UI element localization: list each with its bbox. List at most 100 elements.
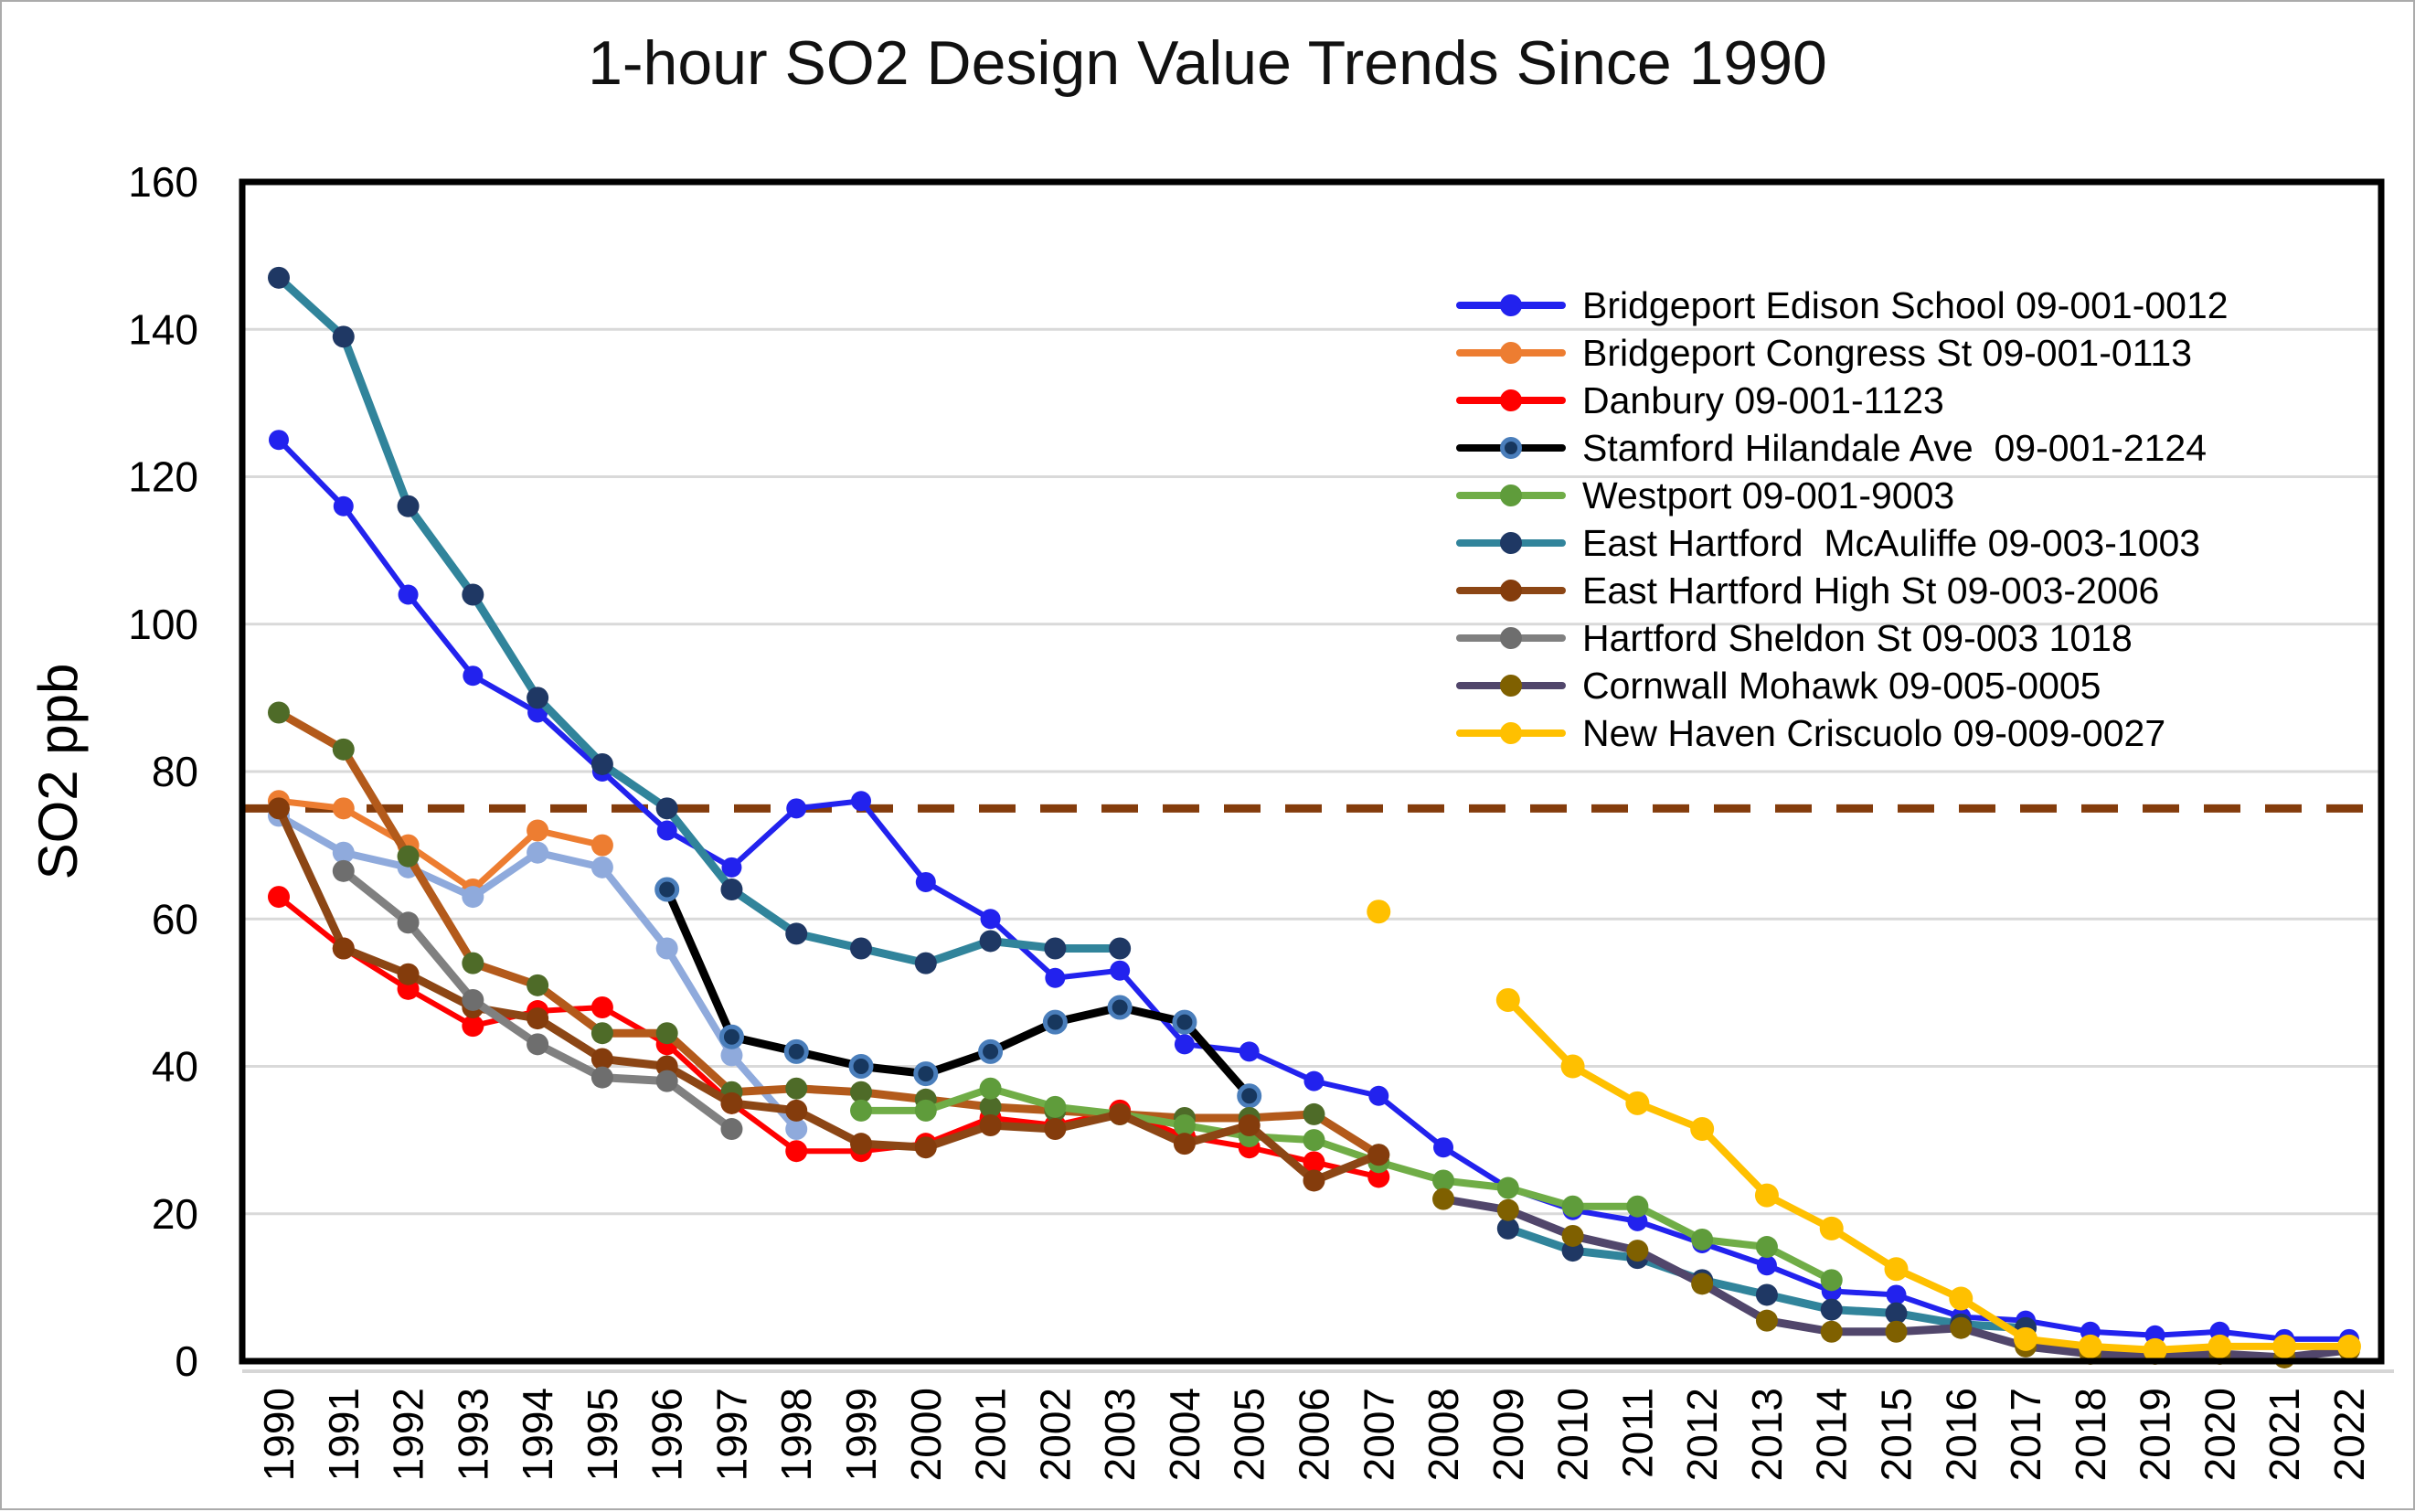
series-marker-7 (590, 752, 613, 775)
legend-label: New Haven Criscuolo 09-009-0027 (1582, 711, 2166, 754)
series-marker-6 (1173, 1114, 1196, 1136)
series-marker-7 (1820, 1298, 1843, 1321)
series-marker-0 (1756, 1255, 1777, 1276)
series-marker-1 (332, 797, 355, 820)
x-tick-label-2000: 2000 (902, 1388, 950, 1481)
series-marker-3 (332, 841, 355, 864)
series-marker-5 (785, 1077, 808, 1100)
series-marker-11 (2143, 1337, 2167, 1362)
legend-label: Stamford Hilandale Ave 09-001-2124 (1582, 426, 2208, 469)
x-tick-label-2010: 2010 (1549, 1388, 1597, 1481)
series-marker-6 (914, 1099, 937, 1122)
series-marker-3 (785, 1118, 808, 1141)
series-marker-0 (656, 820, 677, 841)
series-marker-4 (1237, 1083, 1262, 1109)
series-marker-4 (783, 1038, 809, 1064)
series-marker-9 (332, 859, 355, 882)
series-marker-8 (1303, 1169, 1325, 1192)
series-marker-3 (462, 886, 484, 909)
series-marker-4 (718, 1024, 744, 1049)
series-line-6 (857, 1084, 1835, 1284)
x-tick-label-2021: 2021 (2261, 1388, 2308, 1481)
series-marker-5 (655, 1022, 678, 1045)
series-marker-6 (1691, 1228, 1714, 1251)
series-marker-8 (979, 1114, 1002, 1136)
legend-swatch-icon (1456, 674, 1566, 697)
series-marker-8 (527, 1007, 549, 1030)
series-marker-10 (1820, 1320, 1843, 1343)
series-marker-0 (1368, 1085, 1389, 1106)
y-tick-label-20: 20 (152, 1190, 198, 1238)
series-marker-9 (462, 988, 484, 1011)
series-marker-0 (915, 871, 936, 892)
legend-swatch-icon (1456, 436, 1566, 460)
series-marker-10 (1950, 1316, 1973, 1339)
series-marker-8 (332, 937, 355, 960)
x-tick-label-1991: 1991 (320, 1388, 367, 1481)
series-line-8 (274, 804, 1383, 1185)
series-marker-5 (268, 701, 290, 724)
x-tick-label-2002: 2002 (1031, 1388, 1079, 1481)
series-marker-8 (1109, 1102, 1132, 1125)
series-marker-7 (785, 922, 808, 945)
legend-label: Bridgeport Congress St 09-001-0113 (1582, 331, 2193, 374)
series-marker-3 (720, 1044, 743, 1067)
series-marker-6 (979, 1077, 1002, 1100)
series-line-4 (663, 885, 1254, 1101)
x-tick-label-1999: 1999 (837, 1388, 885, 1481)
series-marker-5 (1303, 1102, 1325, 1125)
x-tick-label-2007: 2007 (1355, 1388, 1402, 1481)
series-line-5 (274, 708, 1383, 1159)
series-marker-7 (914, 952, 937, 974)
series-line-7 (274, 273, 1124, 968)
series-marker-4 (978, 1038, 1004, 1064)
y-axis-title: SO2 ppb (27, 664, 89, 880)
series-marker-0 (463, 665, 484, 687)
series-marker-10 (1626, 1240, 1649, 1262)
legend-entry: Danbury 09-001-1123 (1456, 377, 2229, 424)
series-marker-5 (397, 845, 420, 868)
series-marker-11 (2078, 1334, 2102, 1358)
series-marker-6 (1755, 1236, 1778, 1259)
series-marker-5 (527, 974, 549, 996)
series-marker-7 (268, 266, 290, 289)
series-marker-2 (462, 1015, 484, 1038)
series-marker-10 (1691, 1272, 1714, 1295)
series-marker-0 (980, 909, 1001, 930)
series-marker-11 (2014, 1326, 2038, 1351)
series-marker-7 (1755, 1283, 1778, 1306)
legend-entry: Bridgeport Congress St 09-001-0113 (1456, 329, 2229, 377)
series-marker-2 (268, 886, 290, 909)
x-tick-label-2003: 2003 (1096, 1388, 1144, 1481)
series-marker-2 (785, 1140, 808, 1163)
x-tick-label-1992: 1992 (385, 1388, 432, 1481)
x-tick-label-2016: 2016 (1937, 1388, 1984, 1481)
x-tick-label-1990: 1990 (255, 1388, 303, 1481)
series-line-11 (1504, 996, 2353, 1354)
series-marker-8 (850, 1133, 873, 1155)
series-marker-2 (1303, 1151, 1325, 1174)
series-marker-6 (1044, 1095, 1067, 1118)
series-marker-7 (527, 687, 549, 709)
x-tick-label-2015: 2015 (1873, 1388, 1920, 1481)
series-marker-4 (1042, 1009, 1068, 1035)
series-marker-0 (1303, 1070, 1325, 1091)
series-marker-1 (590, 834, 613, 857)
x-tick-label-2017: 2017 (2002, 1388, 2049, 1481)
x-tick-label-1998: 1998 (772, 1388, 820, 1481)
series-marker-11 (1495, 987, 1520, 1012)
series-marker-11 (1819, 1216, 1844, 1240)
series-marker-7 (1496, 1217, 1519, 1240)
chart-legend: Bridgeport Edison School 09-001-0012 Brid… (1456, 282, 2229, 757)
series-marker-7 (332, 325, 355, 348)
x-tick-label-2008: 2008 (1420, 1388, 1467, 1481)
series-marker-7 (1044, 937, 1067, 960)
legend-swatch-icon (1456, 293, 1566, 317)
y-tick-label-100: 100 (128, 601, 198, 648)
legend-label: Westport 09-001-9003 (1582, 474, 1955, 516)
x-tick-label-1996: 1996 (644, 1388, 691, 1481)
series-marker-8 (914, 1136, 937, 1159)
series-marker-5 (979, 1095, 1002, 1118)
series-marker-9 (397, 911, 420, 934)
